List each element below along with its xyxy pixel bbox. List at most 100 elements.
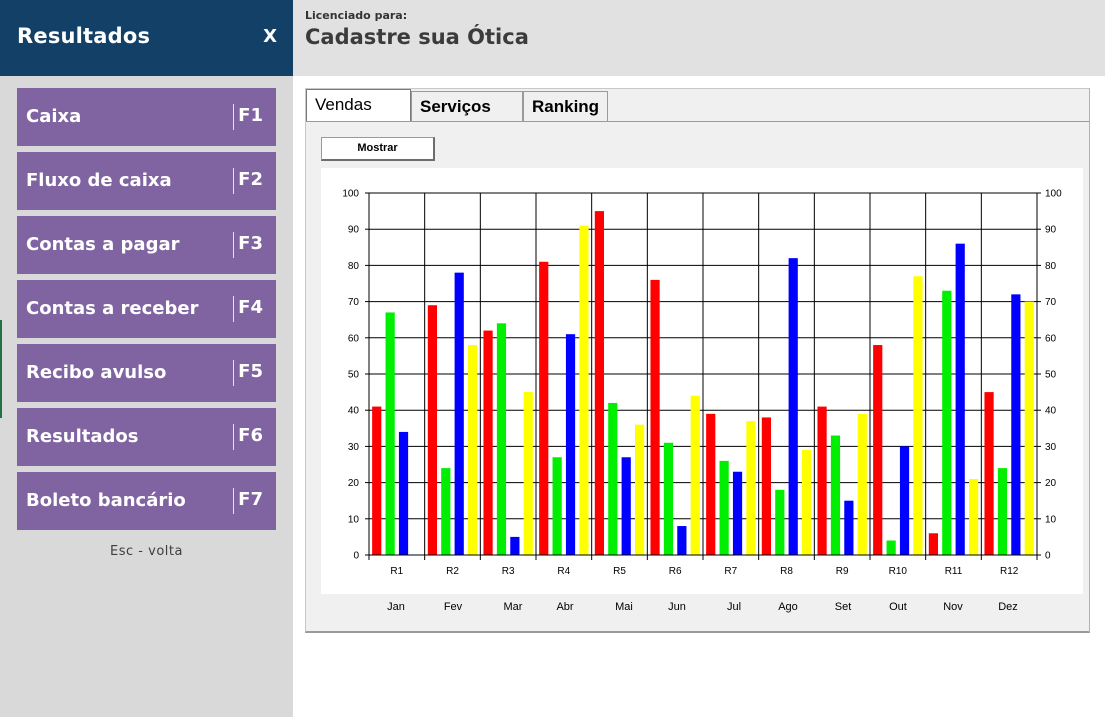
bar xyxy=(483,330,493,555)
menu-item-shortcut: F2 xyxy=(238,169,263,190)
month-label: Mar xyxy=(503,601,523,613)
bar xyxy=(398,431,409,555)
side-accent-bar xyxy=(0,320,2,418)
month-label: Dez xyxy=(998,601,1018,613)
menu-item-label: Contas a pagar xyxy=(26,234,180,255)
menu-item-shortcut: F7 xyxy=(238,489,263,510)
bar xyxy=(454,272,464,555)
y-tick-label-left: 50 xyxy=(348,370,360,381)
menu-divider xyxy=(233,104,234,130)
x-tick-label: R10 xyxy=(889,566,908,577)
bar xyxy=(886,540,896,555)
y-tick-label-left: 10 xyxy=(348,514,360,525)
menu-divider xyxy=(233,232,234,258)
y-tick-label-right: 60 xyxy=(1045,333,1057,344)
y-tick-label-left: 0 xyxy=(353,551,359,562)
menu-item-contas-a-pagar[interactable]: Contas a pagar F3 xyxy=(17,216,276,274)
bar xyxy=(552,457,562,555)
y-tick-label-right: 100 xyxy=(1045,189,1062,200)
bar xyxy=(539,261,549,555)
menu-item-shortcut: F5 xyxy=(238,361,263,382)
header: Licenciado para: Cadastre sua Ótica xyxy=(293,0,1105,76)
menu-item-recibo-avulso[interactable]: Recibo avulso F5 xyxy=(17,344,276,402)
bar xyxy=(844,500,854,555)
menu-item-label: Contas a receber xyxy=(26,298,199,319)
bar xyxy=(913,276,923,555)
month-label: Abr xyxy=(556,601,574,613)
bar xyxy=(690,395,700,555)
x-tick-label: R1 xyxy=(390,566,403,577)
bar xyxy=(1011,294,1021,555)
bar xyxy=(523,392,533,555)
bar xyxy=(830,435,841,555)
month-label: Nov xyxy=(943,601,963,613)
bar xyxy=(372,406,382,555)
bar xyxy=(928,533,938,555)
bar xyxy=(608,402,618,555)
bar xyxy=(594,211,604,555)
y-tick-label-right: 10 xyxy=(1045,514,1057,525)
menu-divider xyxy=(233,360,234,386)
y-tick-label-right: 50 xyxy=(1045,370,1057,381)
bar xyxy=(385,312,395,555)
y-tick-label-left: 40 xyxy=(348,406,360,417)
menu-item-label: Fluxo de caixa xyxy=(26,170,172,191)
show-button[interactable]: Mostrar xyxy=(321,137,435,161)
bar xyxy=(719,460,729,555)
y-tick-label-left: 90 xyxy=(348,225,360,236)
tab-ranking[interactable]: Ranking xyxy=(523,91,608,122)
bar xyxy=(873,345,883,555)
esc-hint: Esc - volta xyxy=(110,544,183,559)
tab-servicos[interactable]: Serviços xyxy=(411,91,523,122)
tab-vendas[interactable]: Vendas xyxy=(306,89,411,122)
bar xyxy=(775,489,785,555)
x-tick-label: R11 xyxy=(945,566,963,577)
bar xyxy=(441,468,451,555)
menu-item-shortcut: F4 xyxy=(238,297,263,318)
tab-bar: Vendas Serviços Ranking xyxy=(306,89,1089,122)
menu-item-label: Recibo avulso xyxy=(26,362,167,383)
menu-item-shortcut: F1 xyxy=(238,105,263,126)
y-tick-label-left: 30 xyxy=(348,442,360,453)
menu-item-contas-a-receber[interactable]: Contas a receber F4 xyxy=(17,280,276,338)
bar xyxy=(635,424,645,555)
bar xyxy=(496,323,507,555)
month-label: Mai xyxy=(615,601,633,613)
y-tick-label-right: 20 xyxy=(1045,478,1057,489)
bar xyxy=(579,225,589,555)
close-button[interactable]: X xyxy=(263,26,277,47)
month-label: Fev xyxy=(443,601,463,613)
bar xyxy=(997,468,1008,555)
bar xyxy=(663,442,674,555)
bar xyxy=(621,457,631,555)
sales-chart: 0 0 10 10 20 20 30 30 40 40 50 50 60 60 70 70 80 80 90 90 10… xyxy=(321,168,1083,594)
x-tick-label: R2 xyxy=(446,566,459,577)
bar xyxy=(969,478,979,555)
menu-item-fluxo-de-caixa[interactable]: Fluxo de caixa F2 xyxy=(17,152,276,210)
menu-item-resultados[interactable]: Resultados F6 xyxy=(17,408,276,466)
menu-item-shortcut: F3 xyxy=(238,233,263,254)
menu-item-boleto-bancario[interactable]: Boleto bancário F7 xyxy=(17,472,276,530)
x-tick-label: R7 xyxy=(724,566,737,577)
x-tick-label: R6 xyxy=(669,566,682,577)
menu-divider xyxy=(233,296,234,322)
menu-item-caixa[interactable]: Caixa F1 xyxy=(17,88,276,146)
menu-item-shortcut: F6 xyxy=(238,425,263,446)
bar xyxy=(761,417,771,555)
bar xyxy=(1024,301,1034,555)
bar xyxy=(677,526,687,555)
month-label: Out xyxy=(889,601,907,613)
y-tick-label-right: 90 xyxy=(1045,225,1057,236)
y-tick-label-left: 70 xyxy=(348,297,360,308)
y-tick-label-right: 30 xyxy=(1045,442,1057,453)
sidebar-title: Resultados xyxy=(17,24,151,48)
x-tick-label: R5 xyxy=(613,566,626,577)
month-label: Jan xyxy=(387,601,405,613)
y-tick-label-left: 100 xyxy=(342,189,359,200)
licensed-label: Licenciado para: xyxy=(305,9,408,22)
bar xyxy=(468,345,478,555)
sales-chart-svg: 0 0 10 10 20 20 30 30 40 40 50 50 60 60 70 70 80 80 90 90 10… xyxy=(342,189,1062,578)
y-tick-label-left: 80 xyxy=(348,261,360,272)
month-label: Set xyxy=(834,601,852,613)
sidebar-header: Resultados X xyxy=(0,0,293,76)
